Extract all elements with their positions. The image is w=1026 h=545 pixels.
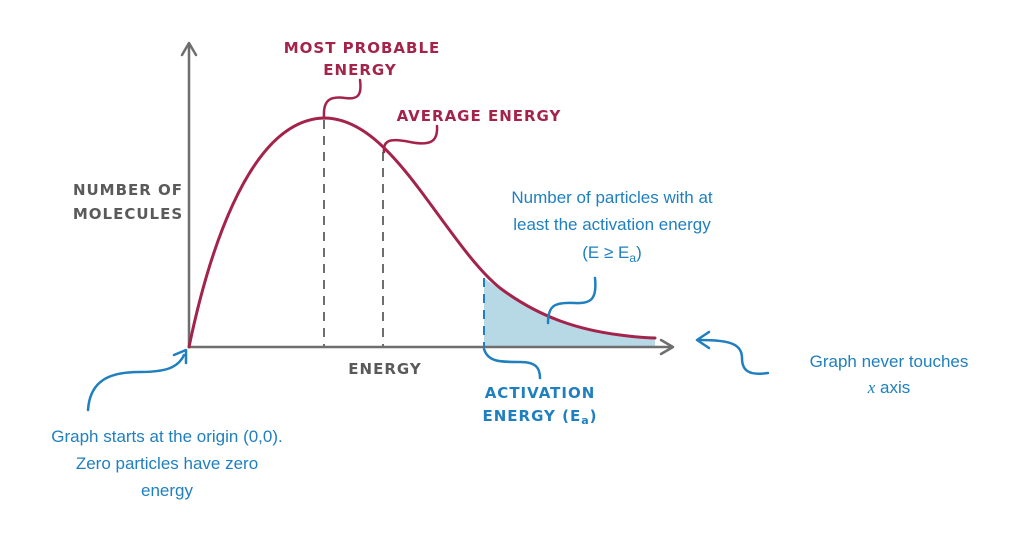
never-touches-annotation-line2: x axis	[867, 378, 911, 397]
origin-annotation-line2: Zero particles have zero	[76, 454, 258, 473]
activation-energy-leader	[482, 347, 542, 380]
particles-annotation-line3: (E ≥ Ea)	[582, 243, 641, 265]
never-touches-annotation-line1: Graph never touches	[810, 352, 969, 371]
most-probable-label-line1: MOST PROBABLE	[284, 39, 441, 57]
x-axis-label: ENERGY	[348, 360, 422, 378]
particles-leader	[546, 276, 597, 325]
y-axis-arrowhead	[180, 41, 198, 57]
origin-arrow	[86, 353, 186, 412]
never-touches-arrow	[698, 338, 770, 375]
most-probable-leader	[322, 78, 362, 119]
origin-annotation-line3: energy	[141, 481, 193, 500]
origin-arrowhead	[172, 348, 188, 365]
activation-energy-label-line1: ACTIVATION	[485, 384, 596, 402]
activation-energy-label-line2: ENERGY (Ea)	[482, 407, 597, 427]
activation-energy-shaded-area	[484, 278, 655, 347]
x-axis-arrowhead	[659, 338, 675, 356]
origin-annotation-line1: Graph starts at the origin (0,0).	[51, 427, 283, 446]
particles-annotation-line1: Number of particles with at	[511, 188, 713, 207]
never-touches-arrowhead	[695, 330, 711, 350]
distribution-curve	[187, 116, 657, 349]
average-energy-label: AVERAGE ENERGY	[397, 107, 562, 125]
average-energy-leader	[382, 124, 439, 154]
most-probable-label-line2: ENERGY	[323, 61, 397, 79]
y-axis-label-line2: MOLECULES	[73, 205, 183, 223]
y-axis-label-line1: NUMBER OF	[73, 181, 183, 199]
particles-annotation-line2: least the activation energy	[513, 215, 711, 234]
